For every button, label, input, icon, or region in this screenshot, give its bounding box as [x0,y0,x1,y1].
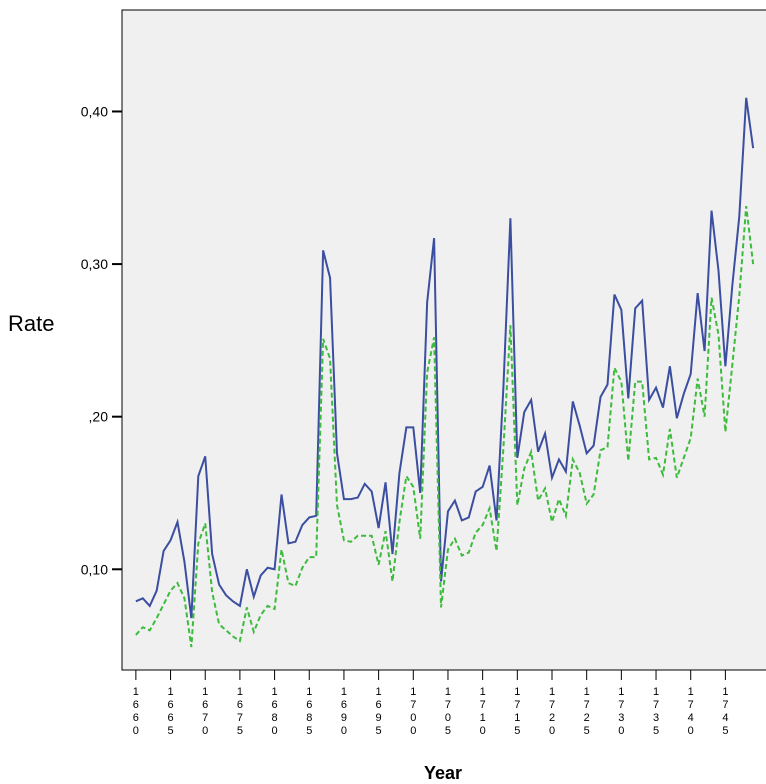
series-layer [135,97,755,648]
y-tick-label-2: 0,30 [81,256,108,272]
x-axis-title: Year [424,763,462,783]
y-axis: 0,10 ,20 0,30 0,40 [81,103,122,577]
series-line-0 [135,97,755,619]
y-axis-title: Rate [8,311,54,336]
series-line-1 [135,205,755,648]
plot-area [121,9,766,671]
x-axis: 1 6 6 0 1 6 6 5 1 6 7 0 1 6 7 5 1 6 8 0 1 6 8 5 1 6 9 0 1 6 9 5 1 7 0 0 1 7 0 5… [133,670,728,737]
y-tick-label-3: 0,40 [81,103,108,119]
y-tick-label-1: ,20 [89,409,109,425]
y-tick-label-0: 0,10 [81,561,108,577]
